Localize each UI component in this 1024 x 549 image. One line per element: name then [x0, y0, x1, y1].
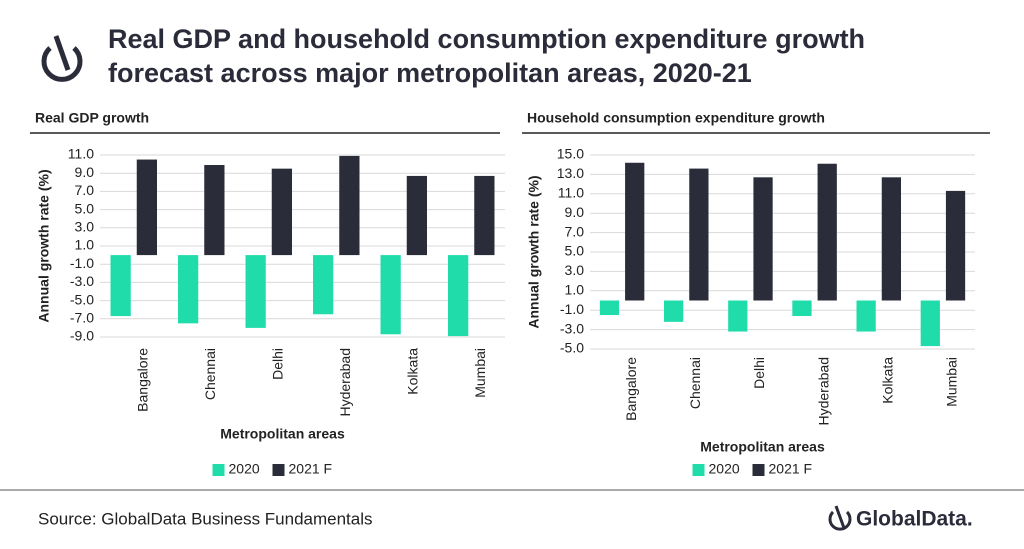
x-tick-label: Chennai — [202, 348, 218, 400]
bar — [599, 300, 620, 316]
bar — [792, 300, 812, 317]
y-axis-title: Annual growth rate (%) — [36, 169, 52, 322]
bar — [339, 155, 360, 256]
legend-swatch — [212, 464, 225, 476]
x-axis-title: Metropolitan areas — [220, 426, 345, 442]
legend-swatch — [272, 464, 285, 476]
bar — [110, 255, 131, 317]
bar — [271, 168, 292, 256]
bar — [474, 175, 495, 256]
bar — [817, 163, 837, 301]
x-tick-label: Delhi — [751, 357, 767, 389]
y-tick-label: 9.0 — [565, 204, 585, 220]
legend-swatch — [692, 464, 705, 476]
bar — [625, 162, 645, 301]
x-tick-label: Delhi — [269, 348, 285, 380]
y-tick-label: 3.0 — [75, 219, 95, 235]
y-tick-label: 7.0 — [565, 223, 585, 239]
x-tick-label: Bangalore — [623, 357, 639, 421]
y-tick-label: 11.0 — [68, 146, 94, 162]
y-tick-label: -1.0 — [70, 255, 94, 271]
bar — [406, 175, 427, 256]
x-tick-label: Hyderabad — [815, 357, 831, 426]
bar — [664, 300, 684, 322]
bar — [689, 168, 709, 301]
bar — [136, 159, 157, 256]
y-tick-label: 13.0 — [557, 165, 584, 181]
chart-subtitle: Household consumption expenditure growth — [527, 110, 825, 126]
y-tick-label: -9.0 — [70, 328, 94, 344]
y-tick-label: 11.0 — [558, 185, 584, 201]
y-tick-label: 5.0 — [75, 200, 95, 216]
y-tick-label: 15.0 — [557, 146, 584, 162]
y-tick-label: -3.0 — [560, 320, 584, 336]
x-tick-label: Chennai — [687, 357, 703, 409]
y-tick-label: 5.0 — [565, 243, 585, 259]
bar — [920, 300, 940, 347]
legend-label: 2021 F — [289, 461, 333, 477]
logo-icon — [41, 35, 83, 82]
y-tick-label: 1.0 — [75, 237, 95, 253]
brand-icon — [828, 505, 852, 531]
legend-label: 2020 — [709, 461, 740, 477]
page-title: Real GDP and household consumption expen… — [108, 24, 866, 88]
bar — [945, 190, 966, 301]
bar — [448, 255, 469, 337]
bar — [380, 255, 401, 335]
x-tick-label: Mumbai — [944, 357, 960, 407]
x-tick-label: Kolkata — [404, 348, 420, 395]
bar — [753, 177, 773, 301]
legend-label: 2020 — [229, 461, 260, 477]
bar — [313, 255, 334, 315]
bar — [204, 165, 225, 256]
y-tick-label: -1.0 — [560, 301, 584, 317]
x-tick-label: Bangalore — [134, 348, 150, 412]
y-tick-label: 7.0 — [75, 182, 95, 198]
y-tick-label: 9.0 — [75, 164, 95, 180]
y-axis-title: Annual growth rate (%) — [526, 175, 542, 328]
chart-subtitle: Real GDP growth — [35, 110, 149, 126]
bar — [728, 300, 748, 332]
y-tick-label: -7.0 — [70, 310, 94, 326]
bar — [178, 255, 199, 324]
x-tick-label: Mumbai — [472, 348, 488, 398]
bar — [881, 177, 901, 301]
x-axis-title: Metropolitan areas — [700, 439, 825, 455]
brand: GlobalData. — [856, 508, 973, 531]
legend-label: 2021 F — [769, 461, 813, 477]
bar — [856, 300, 876, 332]
y-tick-label: -3.0 — [70, 273, 94, 289]
bar — [245, 255, 266, 328]
y-tick-label: 1.0 — [565, 282, 585, 298]
y-tick-label: -5.0 — [560, 340, 584, 356]
source: Source: GlobalData Business Fundamentals — [38, 509, 373, 528]
x-tick-label: Hyderabad — [337, 348, 353, 417]
legend-swatch — [752, 464, 765, 476]
x-tick-label: Kolkata — [879, 357, 895, 404]
y-tick-label: 3.0 — [565, 262, 585, 278]
y-tick-label: -5.0 — [70, 291, 94, 307]
